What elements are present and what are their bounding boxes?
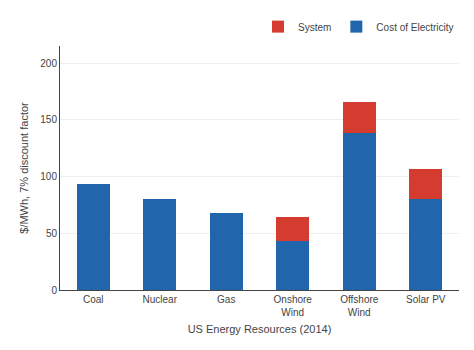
- svg-text:Solar PV: Solar PV: [406, 294, 446, 305]
- svg-text:50: 50: [46, 228, 58, 239]
- svg-text:$/MWh, 7% discount factor: $/MWh, 7% discount factor: [18, 102, 30, 234]
- svg-text:0: 0: [51, 285, 57, 296]
- svg-text:150: 150: [40, 114, 57, 125]
- svg-text:System: System: [298, 22, 331, 33]
- svg-text:Nuclear: Nuclear: [143, 294, 178, 305]
- svg-text:100: 100: [40, 171, 57, 182]
- svg-text:Cost of Electricity: Cost of Electricity: [376, 22, 453, 33]
- svg-text:OffshoreWind: OffshoreWind: [340, 294, 379, 318]
- svg-text:OnshoreWind: OnshoreWind: [274, 294, 313, 318]
- svg-text:200: 200: [40, 58, 57, 69]
- svg-text:US Energy Resources (2014): US Energy Resources (2014): [188, 323, 332, 335]
- svg-text:Coal: Coal: [83, 294, 104, 305]
- svg-text:Gas: Gas: [217, 294, 235, 305]
